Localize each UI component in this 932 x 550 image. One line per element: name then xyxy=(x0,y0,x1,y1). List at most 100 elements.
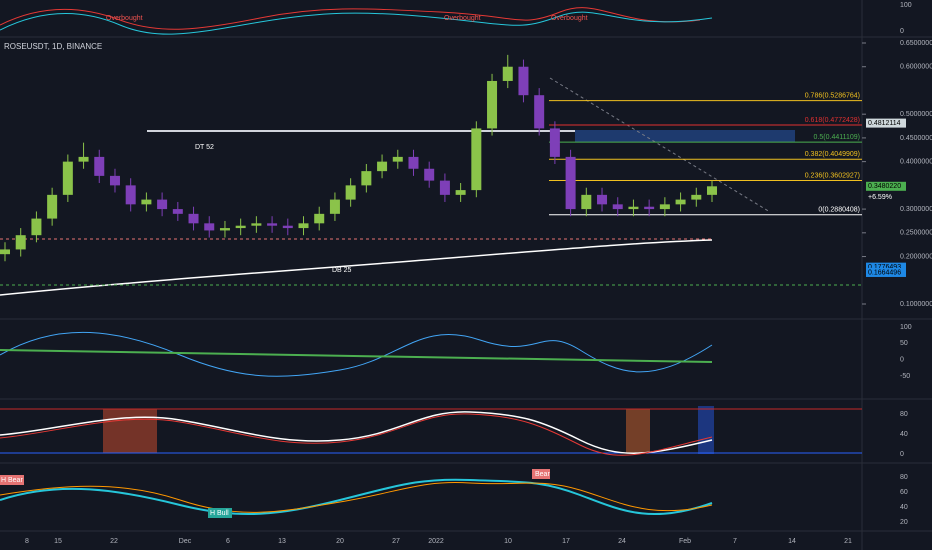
price-tag-label: 0.4812114 xyxy=(868,120,901,127)
candle-body xyxy=(408,156,419,169)
candle-body xyxy=(314,213,325,224)
candle-body xyxy=(659,204,670,210)
y-tick-label: 0.3000000 xyxy=(900,206,932,213)
x-tick-label: 22 xyxy=(110,538,118,545)
price-tag-label: 0.1664496 xyxy=(868,269,901,276)
ma-line xyxy=(0,239,713,296)
panel-tick-label: 40 xyxy=(900,431,908,438)
x-tick-label: 13 xyxy=(278,538,286,545)
price-tag xyxy=(866,267,906,277)
overbought-label: Overbought xyxy=(551,15,588,22)
panel-tick-label: 100 xyxy=(900,324,912,331)
price-tag xyxy=(866,262,906,272)
y-tick-label: 0.5000000 xyxy=(900,111,932,118)
price-tag-label: 0.1776493 xyxy=(868,264,901,271)
x-tick-label: 14 xyxy=(788,538,796,545)
price-tag xyxy=(866,181,906,191)
candle-body xyxy=(628,206,639,210)
x-tick-label: 24 xyxy=(618,538,626,545)
x-tick-label: 8 xyxy=(25,538,29,545)
x-tick-label: 7 xyxy=(733,538,737,545)
label-box xyxy=(0,475,24,485)
osc-label: H Bull xyxy=(210,510,229,517)
overbought-label: Overbought xyxy=(106,15,143,22)
symbol-title: ROSEUSDT, 1D, BINANCE xyxy=(4,42,102,51)
candle-body xyxy=(78,156,89,162)
candle-body xyxy=(534,95,545,129)
osc-line xyxy=(0,331,713,377)
candle-body xyxy=(235,225,246,229)
candle-body xyxy=(487,80,498,129)
candle-body xyxy=(439,180,450,195)
panel-tick-label: 0 xyxy=(900,357,904,364)
osc-line xyxy=(0,349,713,363)
fib-label: 0.382(0.4049909) xyxy=(805,151,860,158)
candle-body xyxy=(62,161,73,195)
panel-tick-label: 80 xyxy=(900,411,908,418)
zone xyxy=(698,406,714,454)
osc-line xyxy=(0,11,713,35)
zone xyxy=(103,409,157,453)
candle-body xyxy=(612,204,623,210)
y-tick-label: 0.6000000 xyxy=(900,64,932,71)
y-tick-label: 0.6500000 xyxy=(900,40,932,47)
panel-tick-label: 20 xyxy=(900,519,908,526)
change-label: +6.59% xyxy=(868,194,892,201)
candle-body xyxy=(581,194,592,210)
x-tick-label: 6 xyxy=(226,538,230,545)
candle-body xyxy=(549,128,560,157)
candle-body xyxy=(267,223,278,226)
candle-body xyxy=(0,249,10,255)
x-tick-label: 21 xyxy=(844,538,852,545)
zone xyxy=(626,409,650,453)
label-box xyxy=(208,508,232,518)
x-tick-label: Dec xyxy=(179,538,192,545)
candle-body xyxy=(157,199,168,210)
x-tick-label: 2022 xyxy=(428,538,444,545)
candle-body xyxy=(502,66,513,81)
candle-body xyxy=(345,185,356,200)
zone xyxy=(575,130,795,142)
candle-body xyxy=(188,213,199,224)
candle-body xyxy=(471,128,482,191)
candle-body xyxy=(597,194,608,205)
candle-body xyxy=(141,199,152,205)
candle-body xyxy=(675,199,686,205)
y-tick-label: 0.4500000 xyxy=(900,135,932,142)
y-tick-label: 0.2500000 xyxy=(900,230,932,237)
candle-body xyxy=(455,190,466,195)
x-tick-label: 17 xyxy=(562,538,570,545)
candle-body xyxy=(94,156,105,176)
candle-body xyxy=(329,199,340,214)
fib-label: 0.236(0.3602927) xyxy=(805,172,860,179)
osc-line xyxy=(0,411,713,454)
candle-body xyxy=(125,185,136,205)
y-tick-label: 0.4000000 xyxy=(900,158,932,165)
candle-body xyxy=(298,223,309,229)
y-tick-label: 0.2000000 xyxy=(900,253,932,260)
panel-tick-label: 50 xyxy=(900,340,908,347)
candle-body xyxy=(282,225,293,229)
panel-tick-label: 80 xyxy=(900,474,908,481)
candle-body xyxy=(31,218,42,236)
candle-body xyxy=(644,206,655,210)
osc-label: H Bear xyxy=(1,477,23,484)
candle-body xyxy=(47,194,58,219)
panel-tick-label: -50 xyxy=(900,373,910,380)
x-tick-label: 27 xyxy=(392,538,400,545)
candle-body xyxy=(565,156,576,210)
osc-line xyxy=(0,7,701,30)
osc-line xyxy=(0,478,713,516)
price-tag-label: 0.3480220 xyxy=(868,183,901,190)
fib-label: 0.618(0.4772428) xyxy=(805,117,860,124)
candle-body xyxy=(204,223,215,231)
overbought-label: Overbought xyxy=(444,15,481,22)
osc-line xyxy=(0,413,713,456)
candle-body xyxy=(361,171,372,186)
x-tick-label: Feb xyxy=(679,538,691,545)
annotation: DT 52 xyxy=(195,144,214,151)
x-tick-label: 20 xyxy=(336,538,344,545)
